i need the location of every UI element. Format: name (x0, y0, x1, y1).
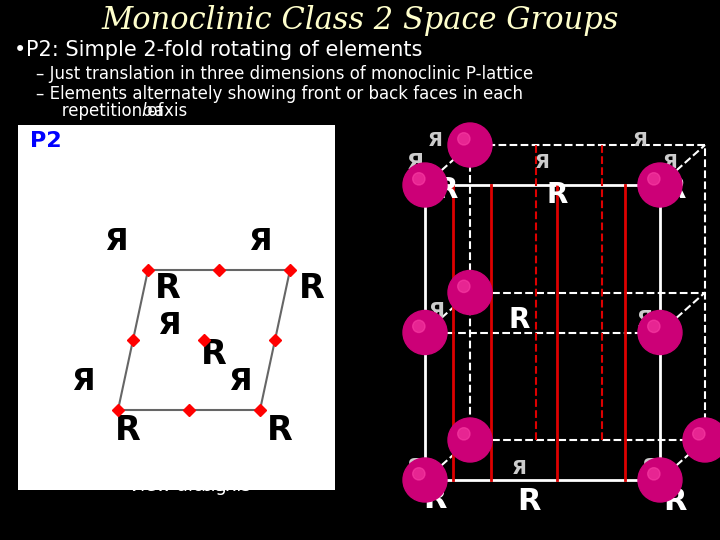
Text: Я: Я (662, 153, 678, 172)
Text: View along: View along (128, 477, 233, 495)
Text: R: R (508, 307, 530, 334)
Circle shape (693, 428, 705, 440)
Text: Я: Я (535, 153, 550, 172)
Circle shape (413, 320, 425, 333)
Text: Я: Я (429, 302, 445, 322)
Circle shape (683, 418, 720, 462)
Text: P2: P2 (30, 131, 62, 151)
Text: R: R (155, 272, 181, 305)
Text: R: R (115, 414, 141, 447)
Text: R: R (201, 339, 227, 372)
Text: Я: Я (407, 458, 423, 478)
Bar (18, 125, 335, 490)
Text: Я: Я (633, 131, 647, 150)
Circle shape (458, 280, 470, 293)
Text: – Just translation in three dimensions of monoclinic P-lattice: – Just translation in three dimensions o… (36, 65, 534, 83)
Text: Я: Я (428, 131, 442, 150)
Text: •: • (14, 40, 26, 60)
Circle shape (638, 310, 682, 354)
Text: – Elements alternately showing front or back faces in each: – Elements alternately showing front or … (36, 85, 523, 103)
Text: b: b (141, 102, 151, 120)
Text: R: R (299, 272, 325, 305)
Circle shape (448, 123, 492, 167)
Text: R: R (423, 485, 446, 515)
Circle shape (403, 310, 447, 354)
Circle shape (648, 468, 660, 480)
Text: -axis: -axis (148, 102, 187, 120)
Text: R: R (517, 488, 541, 516)
Circle shape (448, 418, 492, 462)
Text: Я: Я (637, 310, 653, 330)
Text: repetition of: repetition of (46, 102, 168, 120)
Text: P2: Simple 2-fold rotating of elements: P2: Simple 2-fold rotating of elements (26, 40, 423, 60)
Circle shape (648, 173, 660, 185)
Text: Я: Я (71, 368, 95, 396)
Text: Я: Я (157, 310, 181, 340)
Text: R: R (436, 176, 458, 204)
Text: Я: Я (104, 227, 127, 256)
Text: Я: Я (248, 227, 271, 256)
Circle shape (403, 163, 447, 207)
Circle shape (458, 428, 470, 440)
Text: Я: Я (642, 458, 659, 478)
Text: Monoclinic Class 2 Space Groups: Monoclinic Class 2 Space Groups (102, 5, 618, 36)
Text: Я: Я (512, 458, 526, 477)
Circle shape (413, 173, 425, 185)
Circle shape (458, 133, 470, 145)
Text: R: R (665, 176, 685, 204)
Text: -axis: -axis (209, 477, 251, 495)
Text: Я: Я (228, 368, 252, 396)
Circle shape (638, 163, 682, 207)
Circle shape (638, 458, 682, 502)
Text: R: R (663, 488, 687, 516)
Text: R: R (267, 414, 293, 447)
Circle shape (413, 468, 425, 480)
Text: R: R (546, 181, 568, 209)
Circle shape (648, 320, 660, 333)
Circle shape (403, 458, 447, 502)
Circle shape (448, 271, 492, 314)
Text: Я: Я (407, 153, 423, 173)
Text: b: b (202, 477, 213, 495)
